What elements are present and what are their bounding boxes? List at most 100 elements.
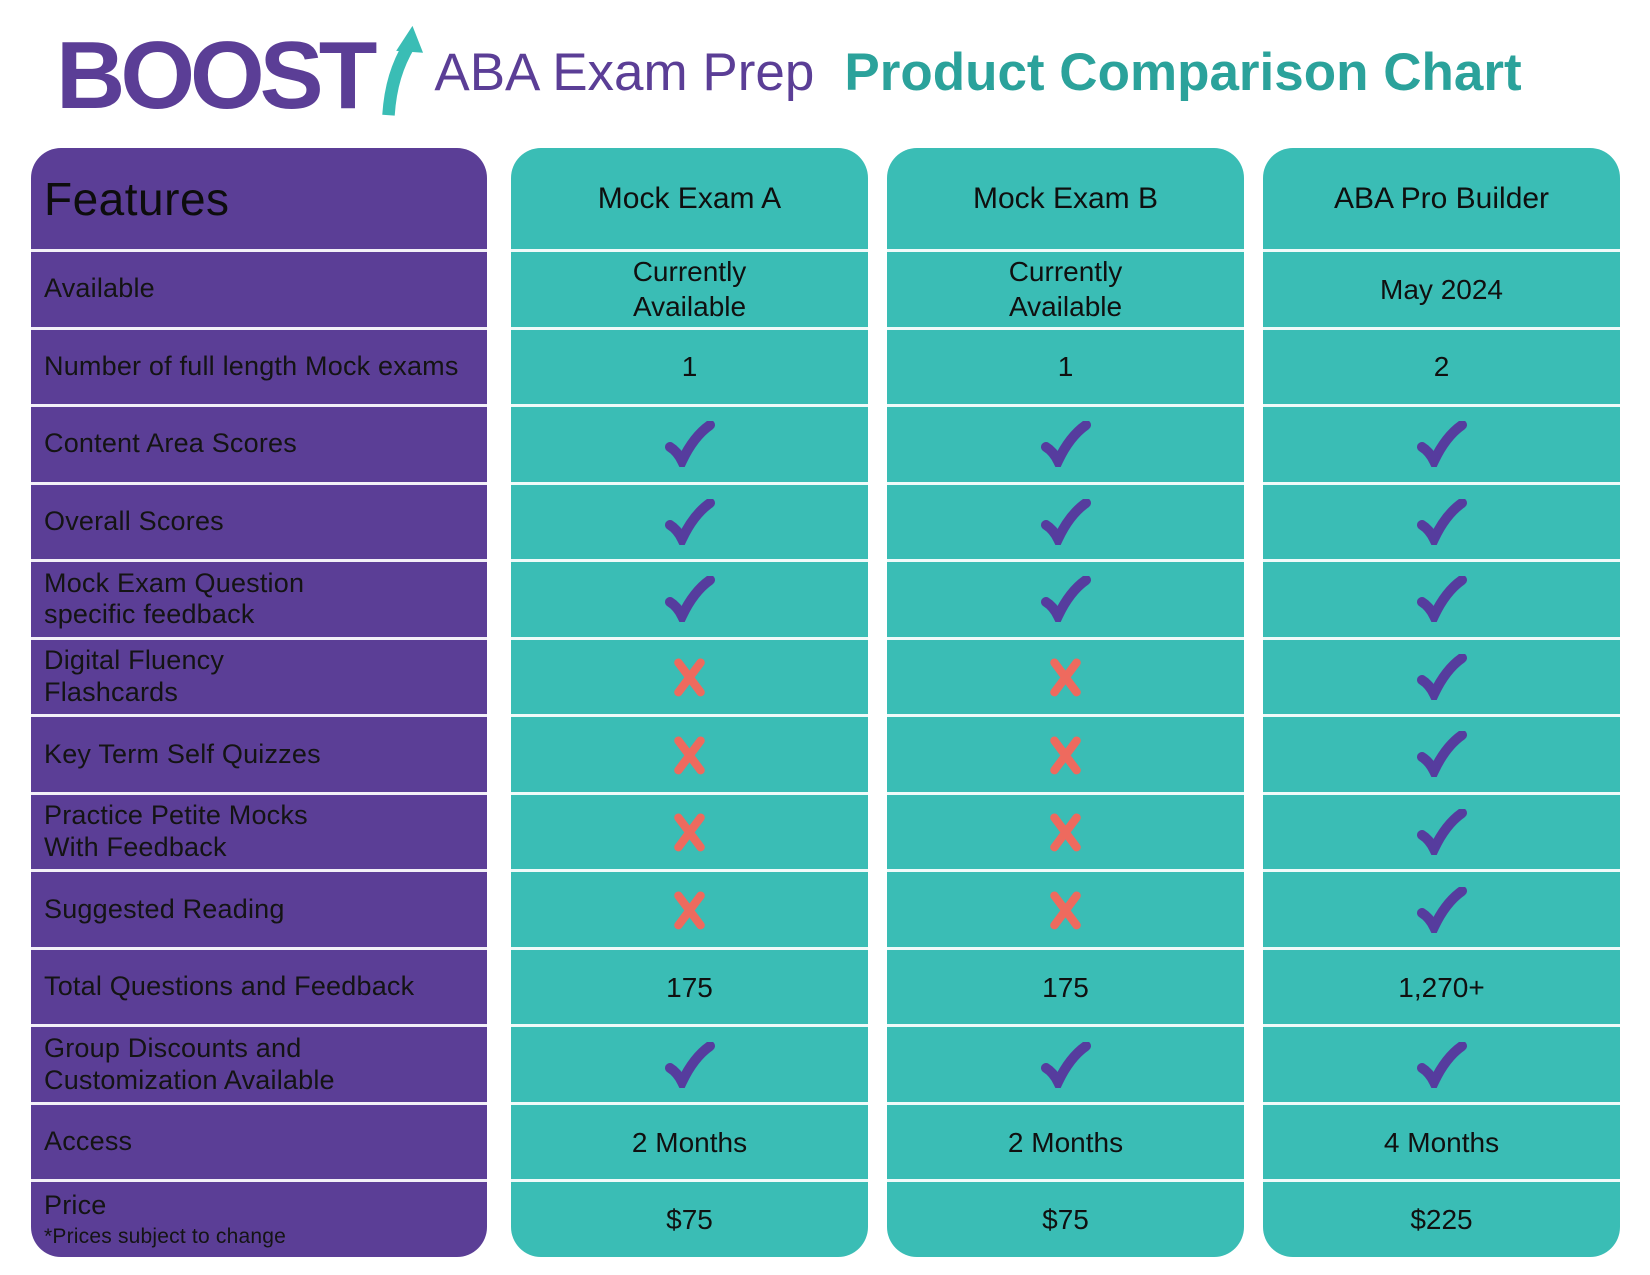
feature-row: Access	[31, 1105, 487, 1183]
x-icon	[674, 658, 705, 697]
page-title: Product Comparison Chart	[844, 42, 1522, 102]
check-icon	[1416, 653, 1467, 700]
product-cell: $75	[1042, 1204, 1089, 1236]
product-column-mock-exam-a: Mock Exam A Currently Available 1 175 2 Mon…	[511, 148, 868, 1257]
feature-note: *Prices subject to change	[44, 1225, 286, 1249]
product-cell: 1	[511, 330, 868, 408]
check-icon	[1416, 808, 1467, 855]
feature-row: Overall Scores	[31, 485, 487, 563]
check-icon	[1416, 498, 1467, 545]
page-header: BOOST ABA Exam Prep Product Comparison C…	[56, 21, 1522, 129]
check-icon	[1040, 421, 1091, 468]
product-cell	[511, 562, 868, 640]
features-column-header: Features	[31, 148, 487, 252]
product-cell	[511, 407, 868, 485]
feature-label: Digital Fluency Flashcards	[44, 645, 225, 707]
product-cell: 1	[887, 330, 1244, 408]
product-column-aba-pro-builder: ABA Pro Builder May 2024 2 1,270+ 4 Months $…	[1263, 148, 1620, 1257]
product-cell	[511, 717, 868, 795]
boost-logo-text: BOOST	[56, 21, 377, 129]
product-cell: Currently Available	[511, 252, 868, 330]
check-icon	[1416, 576, 1467, 623]
feature-row: Practice Petite Mocks With Feedback	[31, 795, 487, 873]
feature-label: Mock Exam Question specific feedback	[44, 567, 305, 630]
check-icon	[664, 576, 715, 623]
product-cell: 175	[511, 950, 868, 1028]
product-cell	[511, 795, 868, 873]
features-rows: Available Number of full length Mock exam…	[31, 252, 487, 1257]
product-cell	[887, 795, 1244, 873]
x-icon	[674, 813, 705, 852]
product-line-subtitle: ABA Exam Prep	[434, 42, 815, 102]
feature-label: Content Area Scores	[44, 428, 297, 459]
check-icon	[1416, 731, 1467, 778]
feature-row: Group Discounts and Customization Availa…	[31, 1027, 487, 1105]
product-cell	[1263, 407, 1620, 485]
x-icon	[1050, 736, 1081, 775]
product-cell	[1263, 717, 1620, 795]
feature-label: Available	[44, 273, 155, 304]
product-rows: Currently Available 1 175 2 Months $75	[511, 252, 868, 1257]
comparison-table: Features Available Number of full length …	[31, 148, 1620, 1257]
x-icon	[1050, 658, 1081, 697]
feature-row: Mock Exam Question specific feedback	[31, 562, 487, 640]
product-rows: Currently Available 1 175 2 Months $75	[887, 252, 1244, 1257]
product-cell: 2 Months	[887, 1105, 1244, 1183]
feature-row: Price *Prices subject to change	[31, 1182, 487, 1257]
product-cell: Currently Available	[887, 252, 1244, 330]
product-rows: May 2024 2 1,270+ 4 Months $225	[1263, 252, 1620, 1257]
product-column-header: Mock Exam B	[887, 148, 1244, 252]
product-cell: 4 Months	[1263, 1105, 1620, 1183]
check-icon	[1416, 886, 1467, 933]
feature-row: Key Term Self Quizzes	[31, 717, 487, 795]
check-icon	[1040, 498, 1091, 545]
product-cell: 175	[887, 950, 1244, 1028]
product-cell	[511, 485, 868, 563]
feature-row: Total Questions and Feedback	[31, 950, 487, 1028]
product-cell: May 2024	[1263, 252, 1620, 330]
feature-label: Group Discounts and Customization Availa…	[44, 1032, 335, 1095]
x-icon	[674, 736, 705, 775]
product-cell	[1263, 640, 1620, 718]
up-arrow-icon	[382, 25, 424, 116]
feature-row: Content Area Scores	[31, 407, 487, 485]
check-icon	[1416, 421, 1467, 468]
x-icon	[1050, 813, 1081, 852]
product-cell	[887, 562, 1244, 640]
product-cell	[1263, 795, 1620, 873]
product-cell	[887, 717, 1244, 795]
product-cell: 2	[1263, 330, 1620, 408]
product-cell: 2 Months	[511, 1105, 868, 1183]
feature-label: Number of full length Mock exams	[44, 350, 459, 381]
product-cell: 1,270+	[1263, 950, 1620, 1028]
product-cell	[1263, 1027, 1620, 1105]
feature-label: Overall Scores	[44, 505, 224, 536]
feature-row: Available	[31, 252, 487, 330]
x-icon	[674, 891, 705, 930]
feature-label: Access	[44, 1126, 133, 1157]
feature-row: Number of full length Mock exams	[31, 330, 487, 408]
product-cell	[887, 1027, 1244, 1105]
check-icon	[664, 1041, 715, 1088]
feature-label: Practice Petite Mocks With Feedback	[44, 800, 308, 862]
product-cell	[1263, 562, 1620, 640]
check-icon	[1416, 1041, 1467, 1088]
feature-label: Key Term Self Quizzes	[44, 738, 321, 769]
product-cell	[1263, 485, 1620, 563]
product-cell	[887, 640, 1244, 718]
check-icon	[1040, 576, 1091, 623]
feature-label: Suggested Reading	[44, 893, 285, 924]
product-cell	[887, 407, 1244, 485]
product-cell	[887, 485, 1244, 563]
check-icon	[664, 498, 715, 545]
product-cell	[511, 640, 868, 718]
feature-row: Digital Fluency Flashcards	[31, 640, 487, 718]
boost-logo: BOOST	[56, 21, 424, 129]
check-icon	[1040, 1041, 1091, 1088]
check-icon	[664, 421, 715, 468]
product-cell: $225	[1410, 1204, 1473, 1236]
product-cell: $75	[666, 1204, 713, 1236]
feature-label: Total Questions and Feedback	[44, 971, 415, 1002]
product-cell	[511, 872, 868, 950]
